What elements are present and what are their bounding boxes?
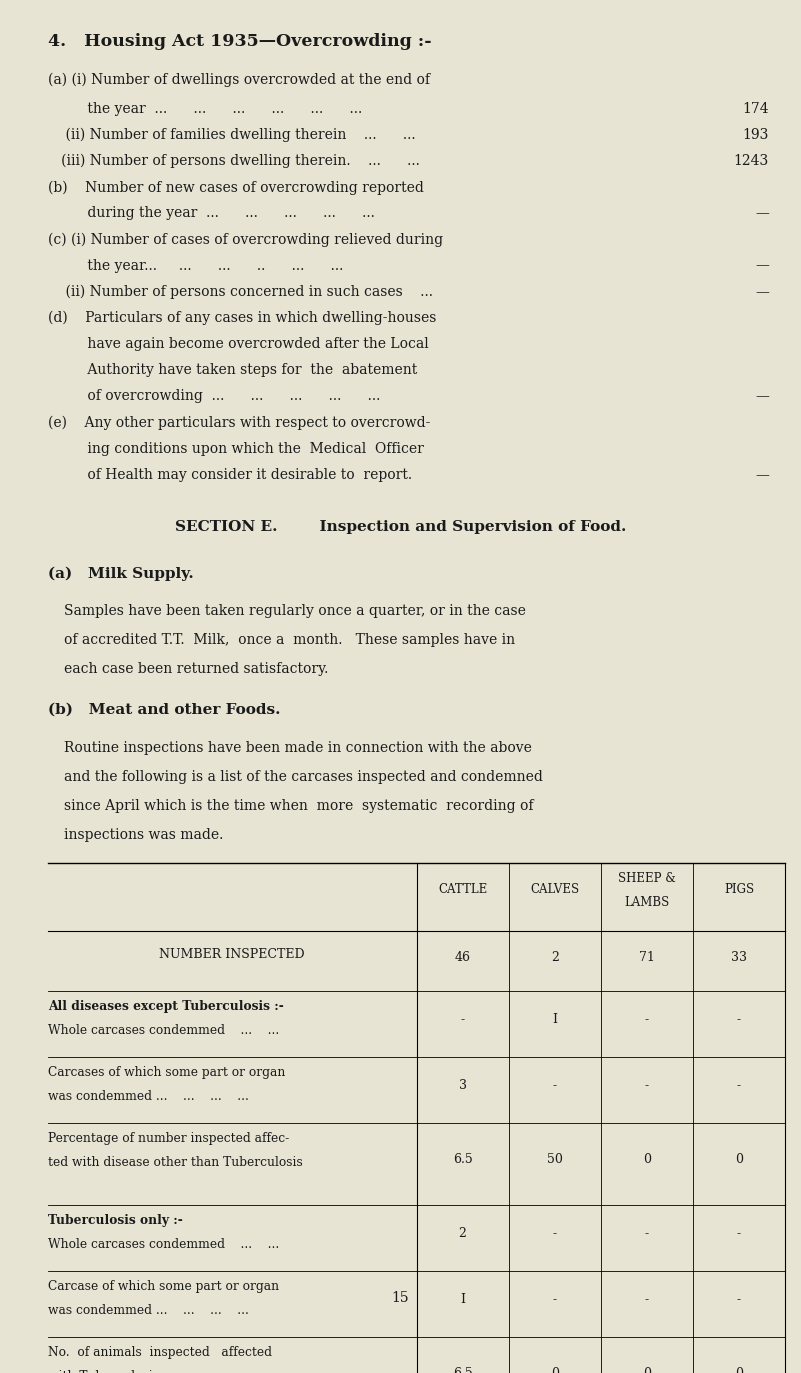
Text: during the year  ...      ...      ...      ...      ...: during the year ... ... ... ... ...: [48, 206, 375, 220]
Text: 0: 0: [735, 1368, 743, 1373]
Text: inspections was made.: inspections was made.: [64, 828, 223, 842]
Text: -: -: [461, 1013, 465, 1027]
Text: (c) (i) Number of cases of overcrowding relieved during: (c) (i) Number of cases of overcrowding …: [48, 232, 443, 247]
Text: the year...     ...      ...      ..      ...      ...: the year... ... ... .. ... ...: [48, 258, 344, 273]
Text: PIGS: PIGS: [724, 883, 754, 895]
Text: 174: 174: [743, 102, 769, 115]
Text: All diseases except Tuberculosis :-: All diseases except Tuberculosis :-: [48, 1000, 284, 1013]
Text: -: -: [645, 1079, 649, 1093]
Text: —: —: [755, 284, 769, 299]
Text: (b)    Number of new cases of overcrowding reported: (b) Number of new cases of overcrowding …: [48, 180, 424, 195]
Text: —: —: [755, 258, 769, 273]
Text: (d)    Particulars of any cases in which dwelling-houses: (d) Particulars of any cases in which dw…: [48, 310, 437, 325]
Text: —: —: [755, 206, 769, 220]
Text: ing conditions upon which the  Medical  Officer: ing conditions upon which the Medical Of…: [48, 442, 424, 456]
Text: Authority have taken steps for  the  abatement: Authority have taken steps for the abate…: [48, 362, 417, 378]
Text: 0: 0: [735, 1153, 743, 1166]
Text: 2: 2: [459, 1227, 466, 1240]
Text: (b)   Meat and other Foods.: (b) Meat and other Foods.: [48, 703, 280, 717]
Text: Carcases of which some part or organ: Carcases of which some part or organ: [48, 1067, 285, 1079]
Text: I: I: [552, 1013, 557, 1027]
Text: (iii) Number of persons dwelling therein.    ...      ...: (iii) Number of persons dwelling therein…: [48, 154, 420, 169]
Text: 1243: 1243: [734, 154, 769, 168]
Text: -: -: [553, 1227, 557, 1240]
Text: -: -: [645, 1293, 649, 1306]
Text: (a)   Milk Supply.: (a) Milk Supply.: [48, 567, 194, 581]
Text: 193: 193: [743, 128, 769, 141]
Text: 6.5: 6.5: [453, 1368, 473, 1373]
Text: 0: 0: [643, 1368, 650, 1373]
Text: 3: 3: [459, 1079, 466, 1093]
Text: No.  of animals  inspected   affected: No. of animals inspected affected: [48, 1346, 272, 1359]
Text: -: -: [645, 1227, 649, 1240]
Text: (ii) Number of families dwelling therein    ...      ...: (ii) Number of families dwelling therein…: [48, 128, 416, 143]
Text: the year  ...      ...      ...      ...      ...      ...: the year ... ... ... ... ... ...: [48, 102, 362, 115]
Text: have again become overcrowded after the Local: have again become overcrowded after the …: [48, 336, 429, 351]
Text: 15: 15: [392, 1292, 409, 1306]
Text: 0: 0: [551, 1368, 558, 1373]
Text: (ii) Number of persons concerned in such cases    ...: (ii) Number of persons concerned in such…: [48, 284, 433, 299]
Text: I: I: [460, 1293, 465, 1306]
Text: 0: 0: [643, 1153, 650, 1166]
Text: was condemmed ...    ...    ...    ...: was condemmed ... ... ... ...: [48, 1090, 249, 1103]
Text: LAMBS: LAMBS: [624, 895, 670, 909]
Text: SHEEP &: SHEEP &: [618, 872, 676, 886]
Text: SECTION E.        Inspection and Supervision of Food.: SECTION E. Inspection and Supervision of…: [175, 520, 626, 534]
Text: 46: 46: [455, 950, 470, 964]
Text: —: —: [755, 390, 769, 404]
Text: 4.   Housing Act 1935—Overcrowding :-: 4. Housing Act 1935—Overcrowding :-: [48, 33, 432, 49]
Text: Carcase of which some part or organ: Carcase of which some part or organ: [48, 1280, 280, 1293]
Text: and the following is a list of the carcases inspected and condemned: and the following is a list of the carca…: [64, 770, 543, 784]
Text: Percentage of number inspected affec-: Percentage of number inspected affec-: [48, 1133, 289, 1145]
Text: -: -: [737, 1079, 741, 1093]
Text: -: -: [553, 1079, 557, 1093]
Text: was condemmed ...    ...    ...    ...: was condemmed ... ... ... ...: [48, 1304, 249, 1317]
Text: 2: 2: [551, 950, 558, 964]
Text: -: -: [645, 1013, 649, 1027]
Text: CATTLE: CATTLE: [438, 883, 487, 895]
Text: of accredited T.T.  Milk,  once a  month.   These samples have in: of accredited T.T. Milk, once a month. T…: [64, 633, 515, 647]
Text: -: -: [553, 1293, 557, 1306]
Text: Routine inspections have been made in connection with the above: Routine inspections have been made in co…: [64, 741, 532, 755]
Text: Whole carcases condemmed    ...    ...: Whole carcases condemmed ... ...: [48, 1024, 280, 1037]
Text: -: -: [737, 1293, 741, 1306]
Text: ted with disease other than Tuberculosis: ted with disease other than Tuberculosis: [48, 1156, 303, 1168]
Text: NUMBER INSPECTED: NUMBER INSPECTED: [159, 947, 305, 961]
Text: of Health may consider it desirable to  report.: of Health may consider it desirable to r…: [48, 468, 413, 482]
Text: 71: 71: [639, 950, 654, 964]
Text: since April which is the time when  more  systematic  recording of: since April which is the time when more …: [64, 799, 533, 813]
Text: each case been returned satisfactory.: each case been returned satisfactory.: [64, 662, 328, 677]
Text: (e)    Any other particulars with respect to overcrowd-: (e) Any other particulars with respect t…: [48, 416, 430, 430]
Text: 6.5: 6.5: [453, 1153, 473, 1166]
Text: of overcrowding  ...      ...      ...      ...      ...: of overcrowding ... ... ... ... ...: [48, 390, 380, 404]
Text: Tuberculosis only :-: Tuberculosis only :-: [48, 1214, 183, 1227]
Text: 50: 50: [547, 1153, 562, 1166]
Text: Samples have been taken regularly once a quarter, or in the case: Samples have been taken regularly once a…: [64, 604, 526, 618]
Text: (a) (i) Number of dwellings overcrowded at the end of: (a) (i) Number of dwellings overcrowded …: [48, 73, 430, 86]
Text: with Tuberculosis...    ...    ...    ...: with Tuberculosis... ... ... ...: [48, 1370, 252, 1373]
Text: —: —: [755, 468, 769, 482]
Text: -: -: [737, 1227, 741, 1240]
Text: CALVES: CALVES: [530, 883, 579, 895]
Text: 33: 33: [731, 950, 747, 964]
Text: Whole carcases condemmed    ...    ...: Whole carcases condemmed ... ...: [48, 1238, 280, 1251]
Text: -: -: [737, 1013, 741, 1027]
